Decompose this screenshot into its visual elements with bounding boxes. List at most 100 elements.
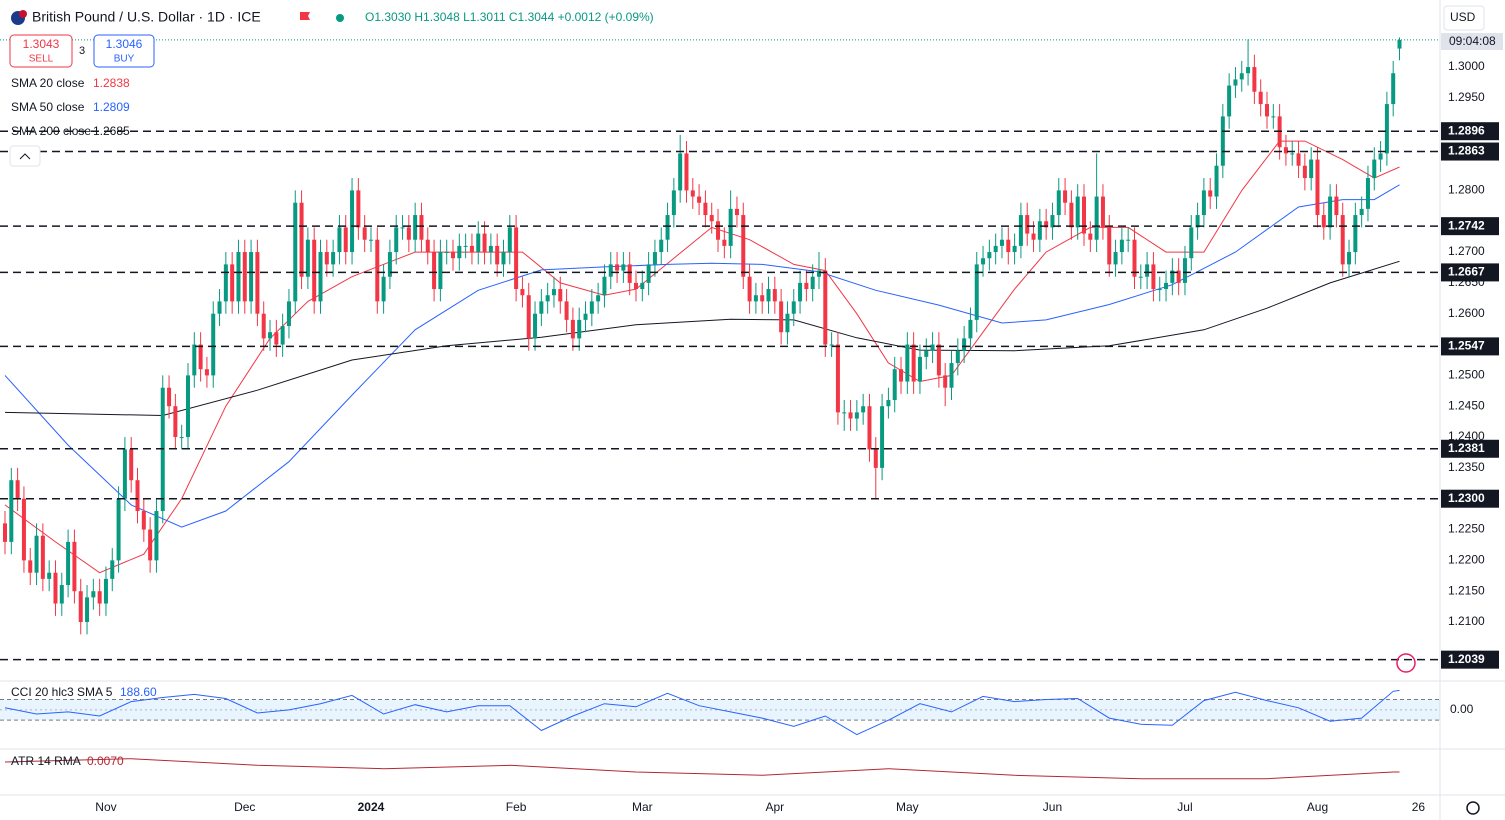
candle-body	[167, 387, 172, 407]
candle-body	[634, 282, 638, 290]
candle-body	[211, 313, 216, 376]
candle-body	[463, 245, 468, 247]
candle-body	[457, 245, 462, 259]
candle-body	[507, 227, 512, 253]
candle-body	[1063, 190, 1068, 203]
candle-body	[1258, 91, 1263, 105]
candle-body	[583, 313, 588, 320]
buy-button[interactable]	[93, 34, 155, 68]
alert-icon[interactable]	[1396, 653, 1416, 673]
candle-body	[772, 289, 777, 302]
candle-body	[413, 215, 418, 240]
level-label-box	[1441, 337, 1499, 356]
y-tick-label: 1.2700	[1448, 244, 1485, 258]
candle-body	[1050, 215, 1055, 228]
candle-body	[1378, 153, 1383, 160]
candle-body	[122, 449, 127, 499]
candle-body	[1025, 215, 1030, 234]
marks: 1.30001.29501.28001.27001.26501.26001.25…	[0, 33, 1503, 814]
candle-body	[577, 319, 582, 339]
candle-body	[1265, 104, 1269, 117]
candle-body	[779, 301, 784, 333]
candle-body	[324, 252, 329, 265]
candle-body	[343, 227, 348, 253]
candle-body	[72, 541, 77, 592]
candle-body	[816, 270, 821, 277]
candle-body	[9, 480, 14, 542]
candle-body	[192, 344, 197, 376]
candle-body	[495, 245, 500, 265]
candle-body	[154, 511, 159, 561]
candle-body	[394, 227, 399, 253]
level-label-box	[1441, 650, 1499, 669]
candle-body	[905, 344, 910, 382]
x-tick-label: Jun	[1043, 800, 1062, 814]
candle-body	[728, 208, 733, 246]
candle-body	[1107, 227, 1112, 265]
level-label-box	[1441, 439, 1499, 458]
candle-body	[917, 356, 922, 382]
candle-body	[627, 264, 632, 283]
candle-body	[217, 301, 222, 314]
candle-body	[1031, 233, 1036, 240]
y-tick-label: 1.2800	[1448, 183, 1485, 197]
buy-price: 1.3046	[106, 37, 143, 51]
candle-body	[741, 215, 746, 277]
candle-body	[1309, 159, 1314, 179]
candle-body	[659, 239, 664, 253]
x-tick-label: Jul	[1177, 800, 1192, 814]
candle-body	[930, 344, 935, 351]
candle-body	[1246, 67, 1251, 74]
settings-icon[interactable]	[1466, 801, 1480, 815]
level-label-box	[1441, 142, 1499, 161]
candle-body	[798, 282, 803, 302]
level-label-box	[1441, 122, 1499, 141]
candle-body	[249, 252, 254, 302]
indicator-name: CCI 20 hlc3 SMA 5	[11, 685, 113, 699]
candle-body	[791, 301, 796, 314]
candle-body	[91, 591, 96, 598]
candle-body	[40, 535, 45, 579]
candle-body	[261, 313, 266, 339]
y-tick-label: 1.2350	[1448, 460, 1485, 474]
candle-body	[899, 369, 904, 382]
candle-body	[1006, 239, 1011, 253]
candle-body	[1347, 252, 1352, 265]
candle-body	[185, 375, 190, 438]
candle-body	[1195, 215, 1200, 228]
candle-body	[432, 252, 437, 290]
candle-body	[255, 252, 260, 314]
candle-body	[230, 264, 235, 302]
candle-body	[1075, 196, 1080, 228]
candle-body	[936, 344, 941, 376]
collapse-button[interactable]	[9, 145, 41, 167]
candle-body	[697, 196, 702, 203]
candle-body	[1372, 159, 1377, 179]
candle-body	[299, 202, 304, 277]
candle-body	[886, 400, 891, 407]
y-tick-label: 1.2450	[1448, 398, 1485, 412]
candle-body	[1353, 215, 1358, 253]
legend-value: 1.2809	[93, 100, 130, 114]
candle-body	[1018, 215, 1023, 246]
currency-button[interactable]	[1443, 5, 1485, 31]
candle-body	[1321, 215, 1326, 228]
candle-body	[66, 541, 71, 586]
x-tick-label: Aug	[1307, 800, 1328, 814]
y-tick-label: 0.00	[1450, 702, 1474, 716]
candle-body	[1100, 196, 1105, 228]
x-tick-label: Apr	[765, 800, 784, 814]
flag-marker[interactable]	[300, 12, 310, 20]
x-tick-label: Dec	[234, 800, 255, 814]
y-tick-label: 1.2200	[1448, 553, 1485, 567]
candle-body	[173, 406, 178, 438]
x-tick-label: Feb	[506, 800, 527, 814]
sell-price: 1.3043	[23, 37, 60, 51]
candle-body	[703, 202, 708, 216]
candle-body	[615, 264, 620, 271]
level-label: 1.2381	[1448, 441, 1485, 455]
sell-button[interactable]	[9, 34, 73, 68]
